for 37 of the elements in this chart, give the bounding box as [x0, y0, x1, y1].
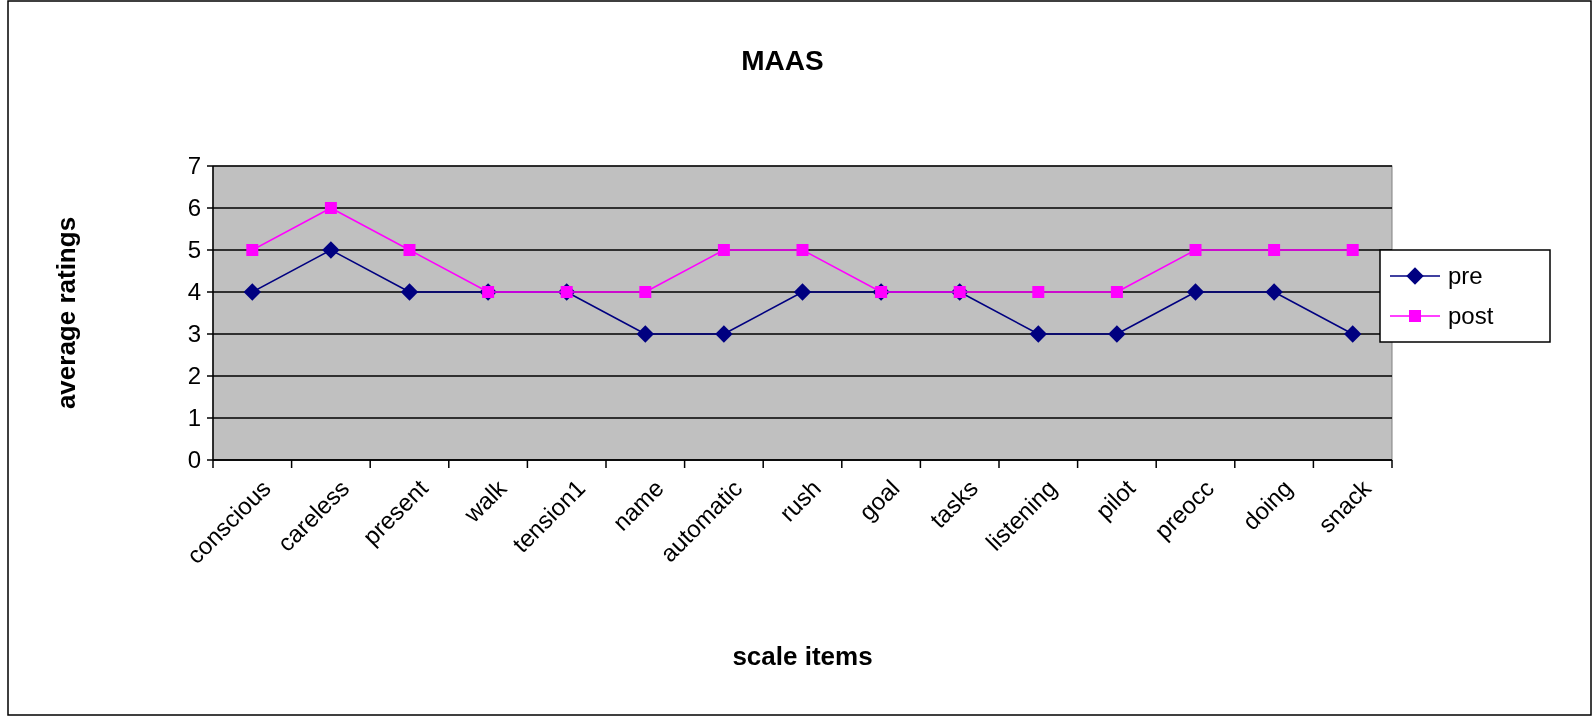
- point: [243, 283, 261, 301]
- y-tick-label: 7: [187, 152, 201, 180]
- x-tick-label: walk: [457, 473, 513, 529]
- point: [639, 286, 652, 298]
- point: [324, 202, 337, 214]
- point: [1268, 244, 1281, 256]
- x-tick-label: rush: [773, 474, 826, 527]
- y-tick-label: 1: [187, 404, 201, 432]
- y-tick-label: 6: [187, 194, 201, 222]
- legend-label: post: [1448, 302, 1494, 330]
- point: [636, 325, 654, 343]
- point: [796, 244, 809, 256]
- point: [246, 244, 259, 256]
- y-tick-label: 2: [187, 362, 201, 390]
- point: [403, 244, 416, 256]
- point: [1344, 325, 1362, 343]
- point: [400, 283, 419, 301]
- point: [1110, 286, 1123, 298]
- point: [1032, 286, 1045, 298]
- point: [1029, 325, 1047, 343]
- x-axis-title: scale items: [732, 641, 873, 671]
- y-axis-title: average ratings: [51, 216, 81, 410]
- point: [1186, 283, 1205, 301]
- point: [322, 241, 340, 259]
- point: [715, 325, 733, 343]
- y-tick-label: 3: [187, 320, 201, 348]
- point: [1265, 283, 1283, 301]
- point: [1189, 244, 1202, 256]
- y-tick-label: 0: [187, 446, 201, 474]
- legend-label: pre: [1448, 262, 1483, 290]
- point: [793, 283, 812, 301]
- point: [717, 244, 730, 256]
- y-tick-label: 5: [187, 236, 201, 264]
- y-tick-label: 4: [187, 278, 201, 306]
- point: [1346, 244, 1359, 256]
- chart-title: MAAS: [741, 45, 824, 76]
- point: [1108, 325, 1126, 343]
